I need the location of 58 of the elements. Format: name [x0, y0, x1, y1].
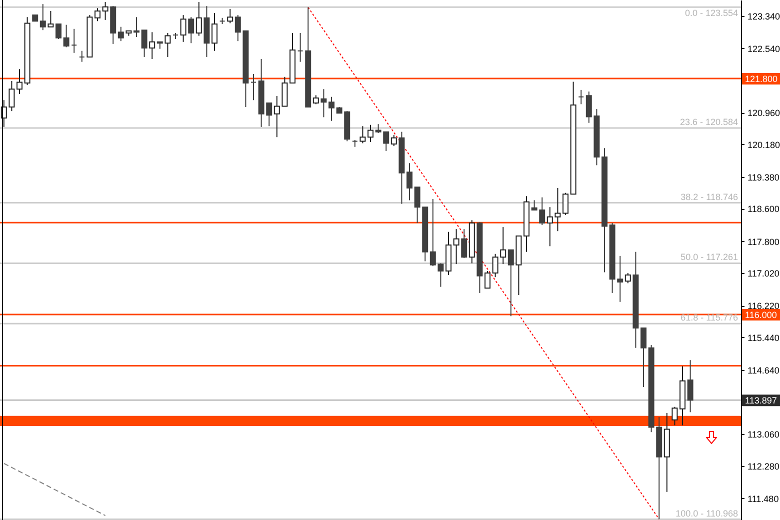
- candlestick: [212, 12, 218, 52]
- y-tick-label: 114.640: [748, 365, 780, 376]
- candlestick: [360, 126, 366, 144]
- candlestick: [188, 16, 194, 44]
- y-tick-label: 111.480: [748, 494, 779, 504]
- candlestick: [63, 24, 70, 48]
- candlestick: [320, 88, 327, 118]
- candlestick: [149, 32, 156, 60]
- candlestick: [453, 228, 460, 265]
- candlestick: [461, 228, 468, 258]
- annotation: 50.0 - 117.261: [680, 252, 738, 262]
- y-tick-label: 120.180: [748, 140, 780, 150]
- annotation: 61.8 - 115.776: [680, 312, 738, 323]
- candlestick: [164, 32, 171, 58]
- annotation: 38.2 - 118.746: [680, 192, 738, 202]
- ref-line-label: 113.897: [745, 396, 777, 406]
- candlestick: [297, 32, 304, 62]
- annotation: 0.0 - 123.554: [684, 8, 738, 18]
- y-tick-label: 117.800: [748, 236, 780, 247]
- y-tick-label: 112.280: [748, 461, 780, 472]
- candlestick: [94, 8, 100, 22]
- annotation: 100.0 - 110.968: [676, 508, 738, 518]
- candlestick: [71, 28, 78, 54]
- candlestick: [368, 124, 374, 143]
- candlestick: [328, 96, 334, 122]
- y-tick-label: 123.340: [748, 11, 780, 22]
- candlestick: [562, 192, 568, 216]
- y-tick-label: 119.380: [748, 172, 780, 182]
- y-tick-label: 115.440: [748, 332, 780, 343]
- y-tick-label: 118.600: [748, 204, 780, 214]
- y-tick-label: 117.020: [748, 268, 780, 279]
- candlestick: [390, 134, 397, 147]
- candlestick: [48, 10, 54, 28]
- y-tick-label: 120.960: [748, 108, 780, 118]
- candlestick: [406, 162, 412, 201]
- annotation: 23.6 - 120.584: [680, 117, 738, 128]
- y-tick-label: 113.060: [748, 430, 780, 440]
- candlestick: [56, 24, 62, 40]
- candlestick: [578, 89, 584, 105]
- y-tick-label: 116.220: [748, 301, 780, 312]
- y-tick-label: 122.540: [748, 44, 780, 54]
- candlestick: [134, 16, 140, 38]
- candlestick: [508, 249, 514, 317]
- candlestick: [484, 270, 490, 289]
- candlestick: [227, 8, 234, 24]
- candlestick: [687, 360, 694, 413]
- candlestick: [180, 14, 186, 42]
- candlestick: [40, 4, 46, 31]
- candlestick: [78, 50, 85, 62]
- ref-line-label: 121.800: [745, 74, 778, 84]
- candlestick: [624, 272, 631, 284]
- candlestick: [640, 327, 646, 388]
- candlestick: [141, 30, 148, 58]
- candlestick: [118, 26, 124, 42]
- ref-line-label: 116.000: [745, 310, 777, 320]
- candlestick: [16, 68, 22, 94]
- candlestick: [250, 74, 256, 101]
- candlestick: [672, 406, 678, 426]
